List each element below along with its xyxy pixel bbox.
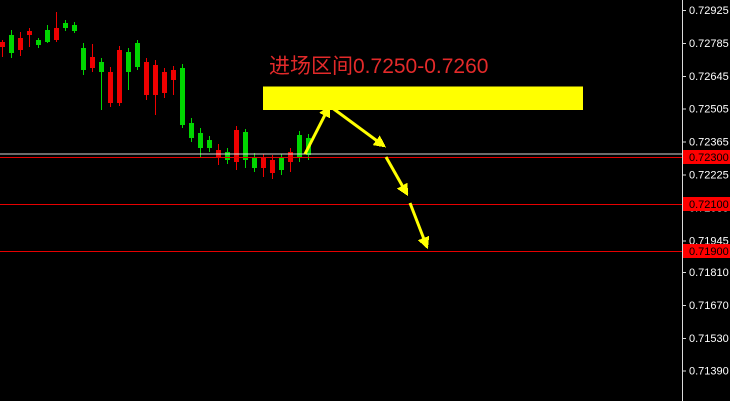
candle-body (63, 22, 68, 29)
candle-body (135, 42, 140, 68)
bear-candle (54, 12, 59, 42)
candle-body (117, 49, 122, 104)
bull-candle (9, 29, 14, 58)
candle-body (153, 64, 158, 96)
bull-candle (225, 147, 230, 164)
candle-body (162, 72, 167, 93)
entry-zone-rectangle[interactable] (263, 86, 583, 110)
candle-body (189, 123, 194, 139)
trade-arrow[interactable] (408, 202, 430, 250)
candle-body (270, 159, 275, 174)
candle-body (180, 68, 185, 125)
bull-candle (189, 118, 194, 143)
bear-candle (234, 126, 239, 171)
trade-arrows-group (303, 104, 430, 250)
candle-body (54, 28, 59, 41)
bear-candle (90, 44, 95, 73)
axis-tick-label: 0.72365 (689, 137, 729, 149)
bull-candle (45, 25, 50, 43)
candle-body (252, 157, 257, 168)
bull-candle (180, 64, 185, 128)
bull-candle (126, 48, 131, 90)
candle-body (243, 131, 248, 160)
candle-body (90, 57, 95, 69)
bear-candle (0, 40, 5, 57)
bull-candle (99, 57, 104, 111)
trade-arrow[interactable] (303, 104, 331, 155)
horizontal-lines-group (0, 153, 682, 252)
candle-body (279, 158, 284, 171)
axis-tick-label: 0.71530 (689, 333, 729, 345)
bull-candle (36, 37, 41, 49)
candle-body (0, 41, 5, 47)
axis-tick-label: 0.71390 (689, 366, 729, 378)
candle-body (225, 151, 230, 160)
bull-candle (81, 42, 86, 76)
candle-body (234, 130, 239, 163)
candle-body (9, 34, 14, 54)
candle-body (261, 158, 266, 168)
candle-body (108, 72, 113, 104)
candle-body (207, 139, 212, 148)
candle-body (45, 29, 50, 42)
price-flag-label: 0.72100 (689, 199, 729, 211)
axis-tick-label: 0.72785 (689, 38, 729, 50)
bull-candle (72, 21, 77, 34)
candle-body (99, 61, 104, 73)
candle-body (198, 132, 203, 148)
axis-price-flag: 0.72100 (683, 196, 730, 211)
entry-range-label: 进场区间0.7250-0.7260 (269, 55, 489, 78)
bull-candle (135, 40, 140, 70)
candle-body (72, 25, 77, 31)
price-flag-background (683, 149, 730, 164)
candle-body (297, 135, 302, 159)
price-flag-background (683, 243, 730, 258)
axis-tick-label: 0.72225 (689, 170, 729, 182)
candle-body (171, 69, 176, 81)
bull-candle (63, 20, 68, 31)
bear-candle (108, 67, 113, 108)
bull-candle (198, 127, 203, 158)
bear-candle (18, 32, 23, 57)
bear-candle (144, 57, 149, 101)
price-axis: 0.72925 0.72785 0.72645 0.72505 0.72365 0.722… (682, 0, 730, 401)
axis-price-flag: 0.72300 (683, 149, 730, 164)
bear-candle (27, 28, 32, 47)
candle-body (18, 37, 23, 50)
trade-arrow[interactable] (330, 105, 386, 148)
bull-candle (243, 128, 248, 168)
bull-candle (252, 153, 257, 172)
axis-tick-label: 0.72505 (689, 104, 729, 116)
bear-candle (153, 60, 158, 116)
bear-candle (117, 45, 122, 106)
axis-tick-label: 0.72645 (689, 71, 729, 83)
axis-price-flag: 0.71900 (683, 243, 730, 258)
bear-candle (171, 65, 176, 96)
price-flag-background (683, 196, 730, 211)
candle-body (36, 40, 41, 46)
candle-body (81, 48, 86, 70)
price-flag-label: 0.72300 (689, 152, 729, 164)
candle-body (126, 52, 131, 73)
candle-body (27, 30, 32, 35)
axis-tick-label: 0.71670 (689, 300, 729, 312)
bear-candle (270, 154, 275, 179)
trade-arrow[interactable] (384, 156, 409, 197)
bull-candle (207, 135, 212, 152)
bear-candle (162, 68, 167, 98)
price-flag-label: 0.71900 (689, 246, 729, 258)
axis-tick-label: 0.72925 (689, 5, 729, 17)
candle-body (144, 61, 149, 96)
axis-tick-label: 0.71810 (689, 267, 729, 279)
